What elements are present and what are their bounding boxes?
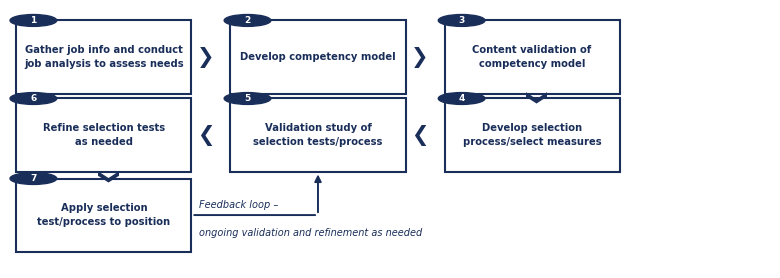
Text: 7: 7: [30, 174, 37, 183]
Circle shape: [10, 173, 57, 184]
Text: 4: 4: [459, 94, 465, 103]
Text: ❯: ❯: [94, 170, 115, 188]
Text: ❯: ❯: [522, 91, 543, 109]
Text: ❯: ❯: [197, 46, 215, 68]
Text: Develop competency model: Develop competency model: [240, 52, 395, 62]
Circle shape: [10, 93, 57, 105]
Text: Apply selection
test/process to position: Apply selection test/process to position: [37, 203, 170, 227]
FancyBboxPatch shape: [230, 21, 406, 94]
Text: Develop selection
process/select measures: Develop selection process/select measure…: [463, 123, 601, 147]
Circle shape: [10, 14, 57, 26]
Text: 6: 6: [30, 94, 37, 103]
Circle shape: [224, 93, 271, 105]
Text: 3: 3: [459, 16, 465, 25]
Text: Validation study of
selection tests/process: Validation study of selection tests/proc…: [254, 123, 383, 147]
Circle shape: [438, 93, 485, 105]
Circle shape: [224, 14, 271, 26]
FancyBboxPatch shape: [230, 98, 406, 172]
FancyBboxPatch shape: [16, 178, 191, 252]
Text: 5: 5: [244, 94, 250, 103]
Text: 2: 2: [244, 16, 250, 25]
FancyBboxPatch shape: [445, 21, 619, 94]
Text: Feedback loop –: Feedback loop –: [199, 200, 278, 210]
Text: Refine selection tests
as needed: Refine selection tests as needed: [43, 123, 165, 147]
Text: Content validation of
competency model: Content validation of competency model: [473, 45, 592, 69]
FancyBboxPatch shape: [16, 21, 191, 94]
Text: ongoing validation and refinement as needed: ongoing validation and refinement as nee…: [199, 228, 423, 238]
FancyBboxPatch shape: [16, 98, 191, 172]
Circle shape: [438, 14, 485, 26]
Text: Gather job info and conduct
job analysis to assess needs: Gather job info and conduct job analysis…: [24, 45, 183, 69]
Text: ❮: ❮: [411, 125, 428, 146]
Text: ❯: ❯: [411, 46, 428, 68]
FancyBboxPatch shape: [445, 98, 619, 172]
Text: ❮: ❮: [197, 125, 215, 146]
Text: 1: 1: [30, 16, 37, 25]
